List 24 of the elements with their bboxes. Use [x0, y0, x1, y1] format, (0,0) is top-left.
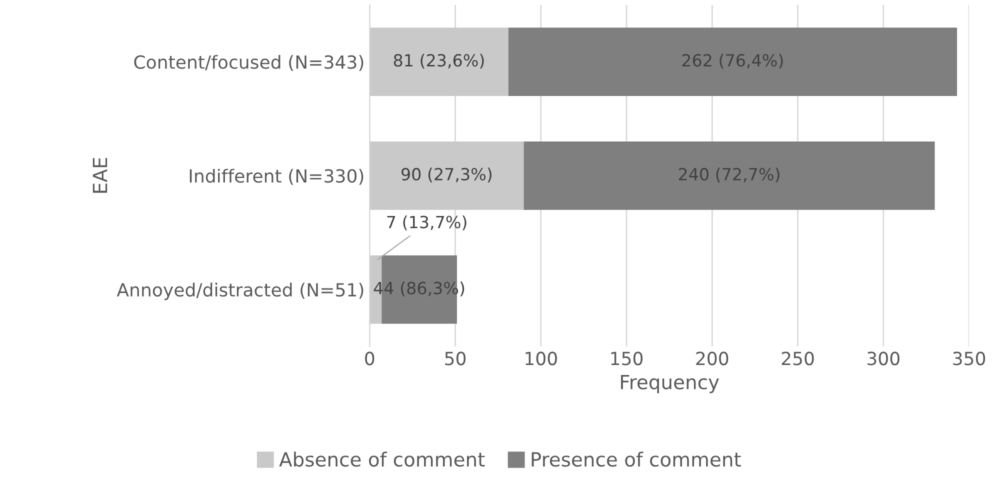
x-tick-label: 100 — [526, 352, 557, 366]
legend-label: Presence of comment — [532, 452, 741, 467]
legend-label: Absence of comment — [279, 452, 485, 467]
bar — [370, 28, 508, 96]
data-label: 262 (76,4%) — [682, 54, 783, 69]
data-label: 240 (72,7%) — [678, 168, 780, 182]
x-tick-label: 250 — [782, 352, 814, 366]
x-tick-label: 50 — [445, 352, 466, 366]
bar — [524, 142, 935, 210]
x-axis-title: Frequency — [621, 374, 719, 394]
x-tick-label: 350 — [953, 352, 986, 366]
data-label: 7 (13,7%) — [387, 215, 466, 230]
y-axis-title: EAE — [92, 158, 108, 193]
data-label: 90 (27,3%) — [402, 168, 492, 182]
bar — [370, 142, 524, 210]
y-tick-label: Indifferent (N=330) — [190, 168, 364, 185]
x-tick-label: 200 — [696, 352, 728, 366]
x-tick-label: 150 — [611, 352, 643, 366]
y-tick-label: Content/focused (N=343) — [134, 54, 364, 72]
bar — [508, 28, 958, 96]
y-tick-label: Annoyed/distracted (N=51) — [116, 282, 364, 300]
x-tick-label: 300 — [868, 352, 900, 366]
x-tick-label: 0 — [365, 352, 374, 366]
data-label: 81 (23,6%) — [394, 54, 484, 69]
